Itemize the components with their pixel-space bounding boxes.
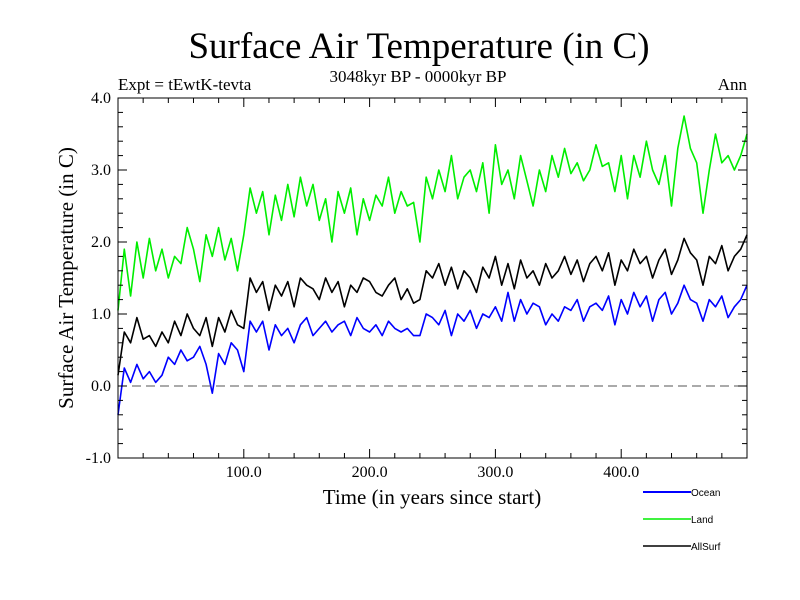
- y-tick-label: -1.0: [86, 450, 111, 467]
- series-line-ocean: [117, 284, 748, 415]
- legend-label: Ocean: [691, 488, 720, 499]
- series-line-allsurf: [117, 234, 748, 376]
- x-tick-labels: 100.0 200.0 300.0 400.0: [226, 464, 639, 481]
- y-tick-label: 1.0: [91, 306, 111, 323]
- x-tick-label: 100.0: [226, 464, 262, 481]
- legend-item-land: Land: [643, 515, 713, 526]
- y-axis-label: Surface Air Temperature (in C): [54, 147, 78, 409]
- plot-frame: [117, 97, 748, 459]
- x-tick-label: 200.0: [352, 464, 388, 481]
- legend-label: Land: [691, 515, 713, 526]
- y-tick-label: 2.0: [91, 234, 111, 251]
- chart-subtitle: 3048kyr BP - 0000kyr BP: [330, 67, 507, 86]
- experiment-annotation: Expt = tEwtK-tevta: [118, 75, 252, 94]
- y-tick-label: 0.0: [91, 378, 111, 395]
- chart-title: Surface Air Temperature (in C): [188, 26, 649, 67]
- legend-item-allsurf: AllSurf: [643, 542, 721, 553]
- series-layer: [117, 115, 748, 415]
- x-tick-label: 400.0: [603, 464, 639, 481]
- x-tick-label: 300.0: [477, 464, 513, 481]
- legend: Ocean Land AllSurf: [643, 488, 721, 553]
- y-tick-label: 3.0: [91, 162, 111, 179]
- x-axis-label: Time (in years since start): [323, 485, 542, 509]
- y-tick-label: 4.0: [91, 90, 111, 107]
- series-line-land: [117, 115, 748, 311]
- legend-label: AllSurf: [691, 542, 721, 553]
- y-tick-labels: -1.0 0.0 1.0 2.0 3.0 4.0: [86, 90, 111, 467]
- season-annotation: Ann: [718, 75, 748, 94]
- legend-item-ocean: Ocean: [643, 488, 720, 499]
- ticks-layer: [118, 97, 747, 459]
